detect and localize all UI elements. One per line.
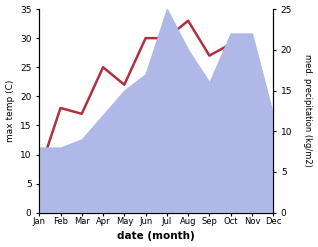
Y-axis label: max temp (C): max temp (C) xyxy=(5,80,15,142)
X-axis label: date (month): date (month) xyxy=(117,231,195,242)
Y-axis label: med. precipitation (kg/m2): med. precipitation (kg/m2) xyxy=(303,54,313,167)
